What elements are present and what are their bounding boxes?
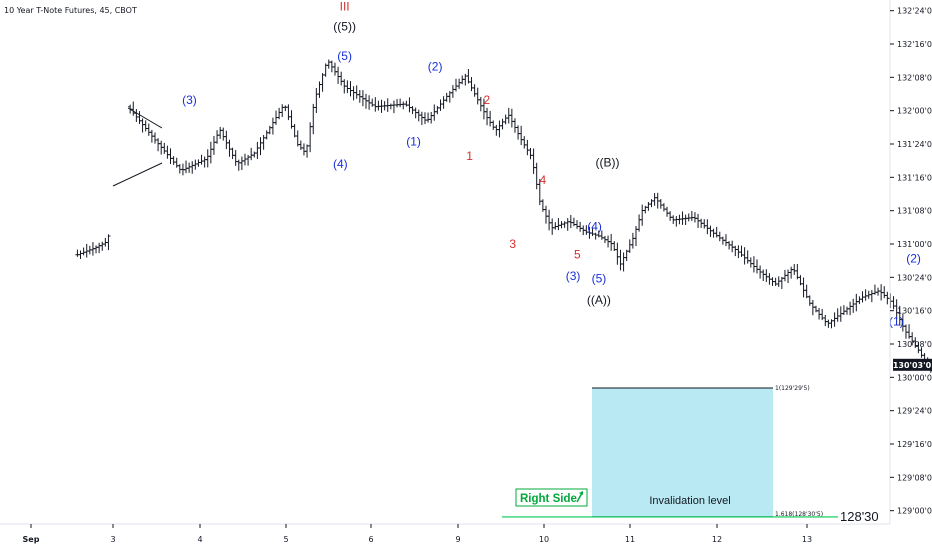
invalidation-zone-top-label: 1(129'29'5) <box>775 385 810 392</box>
y-tick-label: 129'00'0 <box>897 507 932 516</box>
wave-label: (3) <box>182 93 197 107</box>
wave-label: (5) <box>337 49 352 63</box>
y-tick-label: 132'08'0 <box>897 73 932 82</box>
wave-label: (3) <box>566 269 581 283</box>
y-tick-label: 131'16'0 <box>897 173 932 182</box>
wave-label: 3 <box>509 237 516 251</box>
x-tick-label: 9 <box>455 535 460 544</box>
wave-label: ((B)) <box>596 156 620 170</box>
arrow-up-right-icon <box>576 491 583 503</box>
y-tick-label: 131'00'0 <box>897 240 932 249</box>
chart-title: 10 Year T-Note Futures, 45, CBOT <box>4 6 137 15</box>
y-tick-label: 132'00'0 <box>897 107 932 116</box>
y-tick-label: 130'00'0 <box>897 373 932 382</box>
current-price-badge: 130'03'0 <box>893 358 932 371</box>
right-side-badge: Right Side <box>515 488 588 507</box>
price-bars <box>75 59 932 373</box>
wave-label: (5) <box>592 272 607 286</box>
y-tick-label: 131'08'0 <box>897 207 932 216</box>
wave-label: 5 <box>574 248 581 262</box>
current-price-badge-label: 130'03'0 <box>893 361 932 370</box>
x-tick-label: 11 <box>625 535 635 544</box>
x-tick-label: 10 <box>539 535 549 544</box>
invalidation-zone-box <box>592 388 773 517</box>
wave-label: ((A)) <box>587 293 611 307</box>
wave-label: (2) <box>428 60 443 74</box>
wave-label: III <box>340 0 350 14</box>
wave-label: 4 <box>540 173 547 187</box>
x-tick-label: 4 <box>197 535 202 544</box>
x-tick-label: 3 <box>110 535 115 544</box>
target-line-group: 128'30 <box>502 509 879 524</box>
wave-label: 1 <box>466 149 473 163</box>
current-price-badge-box <box>893 358 932 371</box>
wave-label: (1) <box>889 314 904 328</box>
target-line-label: 128'30 <box>840 509 879 524</box>
x-axis: Sep 3 4 5 6 9 10 11 12 13 <box>23 524 812 544</box>
y-tick-label: 129'24'0 <box>897 407 932 416</box>
x-tick-label: 12 <box>712 535 722 544</box>
y-tick-label: 129'08'0 <box>897 473 932 482</box>
x-tick-label: 13 <box>802 535 812 544</box>
right-side-badge-label: Right Side <box>520 493 577 505</box>
wave-label: (4) <box>587 220 602 234</box>
wave-label: (1) <box>406 134 421 148</box>
y-tick-label: 132'24'0 <box>897 7 932 16</box>
y-tick-label: 129'16'0 <box>897 440 932 449</box>
y-tick-label: 132'16'0 <box>897 40 932 49</box>
y-tick-label: 130'08'0 <box>897 340 932 349</box>
wave-label: (2) <box>906 252 921 266</box>
wave-label: ((5)) <box>333 20 356 34</box>
x-tick-label: Sep <box>23 535 40 544</box>
wave-labels: III ((5)) (5) (3) (4) (2) (1) 2 1 4 3 ((B)) (4) 5 (3) (… <box>182 0 921 328</box>
x-tick-label: 6 <box>368 535 373 544</box>
wave-label: 2 <box>484 93 491 107</box>
y-tick-label: 131'24'0 <box>897 140 932 149</box>
wave-label: (4) <box>333 157 348 171</box>
y-tick-label: 130'24'0 <box>897 273 932 282</box>
invalidation-zone: 1(129'29'5) 1.618(128'30'5) Invalidation… <box>592 385 823 518</box>
y-axis: 132'24'0 132'16'0 132'08'0 132'00'0 131'24'0… <box>890 7 932 516</box>
right-side-badge-box <box>515 488 588 507</box>
x-tick-label: 5 <box>283 535 288 544</box>
invalidation-zone-bottom-label: 1.618(128'30'5) <box>775 511 823 518</box>
y-tick-label: 130'16'0 <box>897 307 932 316</box>
invalidation-level-text: Invalidation level <box>649 495 730 507</box>
